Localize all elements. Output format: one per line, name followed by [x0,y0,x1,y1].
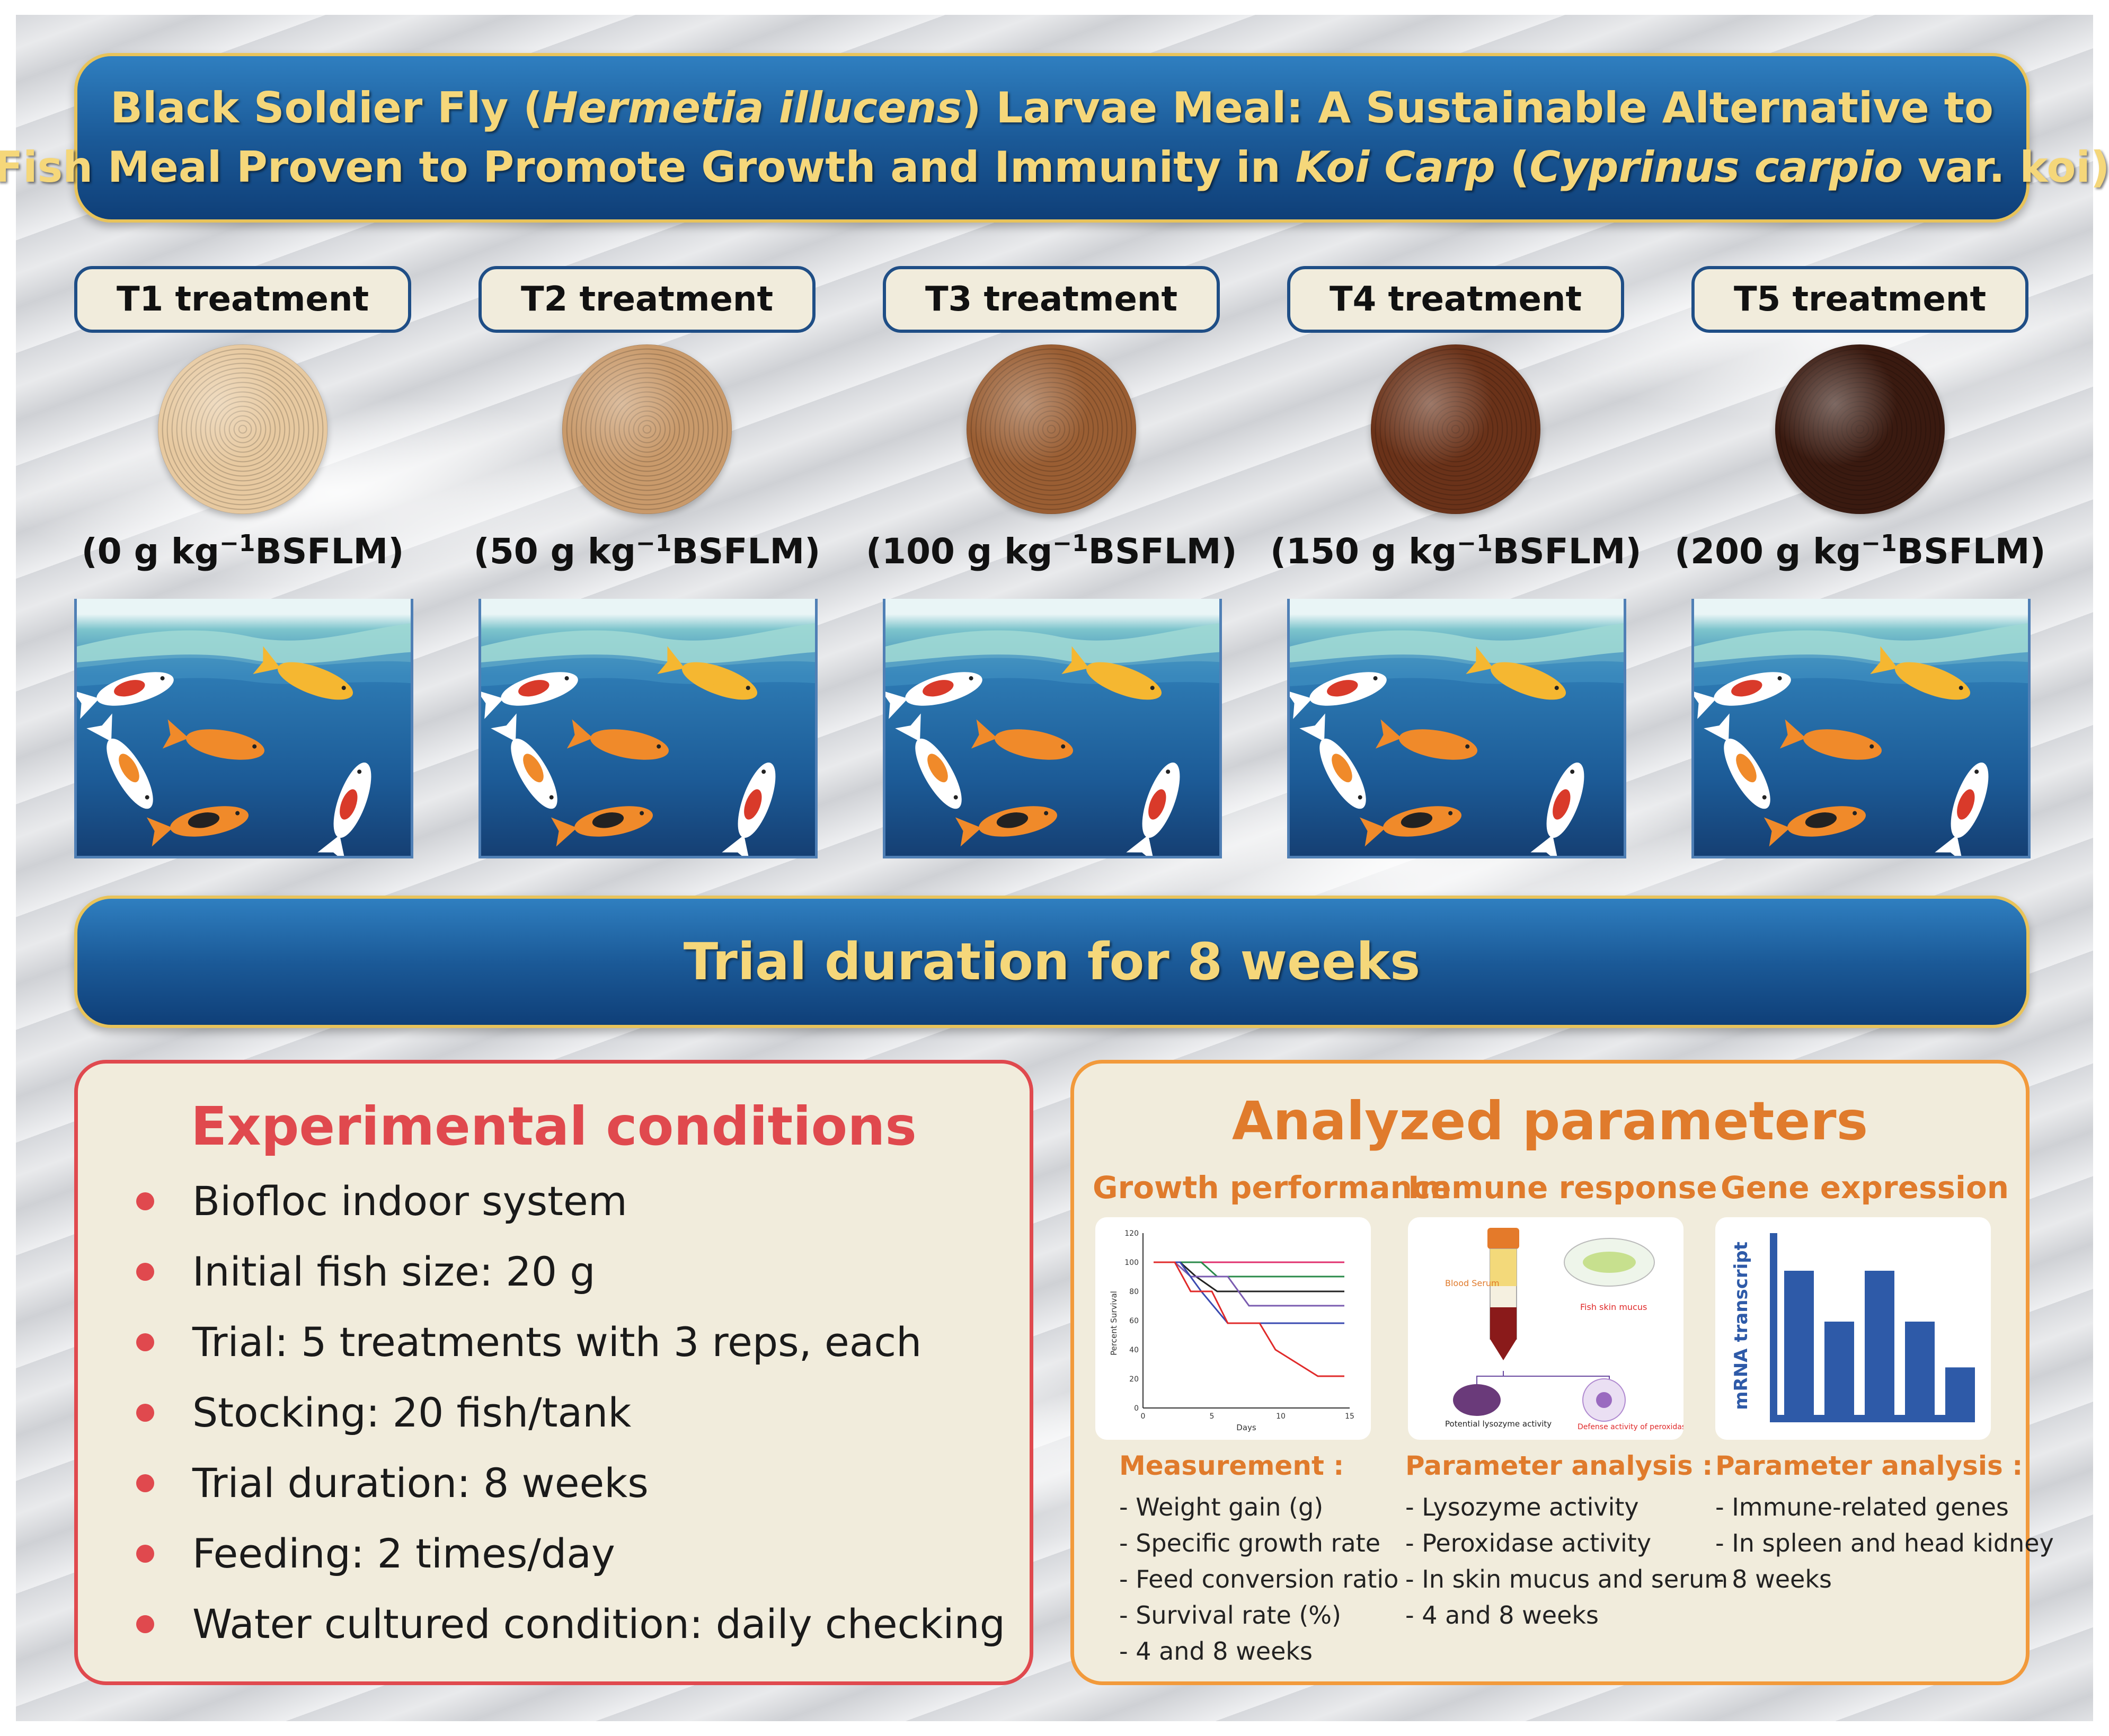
bullet-dot-icon [136,1403,154,1422]
bullet-dot-icon [136,1192,154,1210]
dose-label: (150 g kg−1BSFLM) [1270,530,1642,572]
gene-bar [1865,1271,1894,1415]
title-line-2: Fish Meal Proven to Promote Growth and I… [0,143,2109,192]
growth-subheading: Measurement : [1119,1450,1344,1481]
title-line-1: Black Soldier Fly (Hermetia illucens) La… [110,83,1993,132]
feed-pellets-image [562,344,732,514]
bullet-dot-icon [136,1544,154,1563]
immune-parameter-item: - Lysozyme activity [1405,1493,1639,1521]
condition-text: Water cultured condition: daily checking [192,1600,1005,1648]
analyzed-title: Analyzed parameters [1231,1090,1868,1152]
dose-label: (100 g kg−1BSFLM) [866,530,1237,572]
survival-chart: 120 100 80 60 40 20 0 0 5 10 15 Days Per… [1095,1217,1371,1440]
immune-parameter-item: - In skin mucus and serum [1405,1565,1729,1593]
feed-pellets-image [158,344,327,514]
growth-parameter-item: - Feed conversion ratio [1119,1565,1399,1593]
analyzed-parameters-panel: Analyzed parameters Growth performance I… [1070,1060,2054,1685]
growth-parameter-item: - Weight gain (g) [1119,1493,1324,1521]
growth-parameter-item: - Survival rate (%) [1119,1601,1341,1629]
bullet-dot-icon [136,1262,154,1281]
gene-bar [1905,1322,1935,1415]
experimental-conditions-panel: Experimental conditions Biofloc indoor s… [74,1060,1033,1685]
gene-expression-figure: mRNA transcript [1715,1217,1991,1440]
condition-item: Initial fish size: 20 g [136,1248,595,1295]
condition-item: Water cultured condition: daily checking [136,1600,1005,1648]
lysozyme-label: Potential lysozyme activity [1445,1419,1552,1429]
dose-label: (0 g kg−1BSFLM) [81,530,404,572]
immune-parameter-item: - Peroxidase activity [1405,1529,1652,1557]
duration-banner: Trial duration for 8 weeks [74,896,2030,1028]
treatment-label-t4: T4 treatment [1287,266,1624,333]
feed-pellets-image [967,344,1136,514]
immune-figure: Blood Serum Fish skin mucus Potential ly… [1408,1217,1683,1440]
treatment-label-t2: T2 treatment [478,266,816,333]
condition-text: Initial fish size: 20 g [192,1248,596,1295]
skin-mucus-label: Fish skin mucus [1580,1302,1647,1312]
ytick: 120 [1124,1229,1139,1238]
koi-tank-illustration [478,599,818,858]
conditions-title: Experimental conditions [191,1095,917,1157]
ytick: 60 [1129,1317,1139,1325]
dose-label: (200 g kg−1BSFLM) [1674,530,2046,572]
xtick: 5 [1210,1412,1215,1421]
condition-text: Biofloc indoor system [192,1177,627,1225]
gene-bar [1824,1322,1854,1415]
x-axis-label: Days [1236,1423,1256,1432]
bullet-dot-icon [136,1615,154,1633]
condition-item: Feeding: 2 times/day [136,1530,615,1577]
bullet-dot-icon [136,1333,154,1351]
xtick: 0 [1141,1412,1146,1421]
koi-tank-illustration [1691,599,2031,858]
gene-parameter-item: - Immune-related genes [1715,1493,2009,1521]
growth-parameter-item: - Specific growth rate [1119,1529,1380,1557]
gene-bar [1784,1271,1814,1415]
xtick: 10 [1276,1412,1286,1421]
y-axis-label: Percent Survival [1109,1291,1119,1356]
immune-parameter-item: - 4 and 8 weeks [1405,1601,1599,1629]
koi-tank-illustration [883,599,1222,858]
gene-subheading: Parameter analysis : [1715,1450,2023,1481]
immune-heading: Immune response [1408,1170,1717,1206]
immune-subheading: Parameter analysis : [1405,1450,1713,1481]
gene-bar [1945,1367,1975,1415]
condition-item: Trial: 5 treatments with 3 reps, each [136,1318,921,1366]
peroxidase-label: Defense activity of peroxidase [1578,1423,1683,1431]
ytick: 0 [1134,1404,1139,1413]
growth-heading: Growth performance [1093,1170,1451,1206]
dose-label: (50 g kg−1BSFLM) [473,530,821,572]
ytick: 40 [1129,1346,1139,1354]
mrna-axis-label: mRNA transcript [1731,1242,1752,1410]
feed-pellets-image [1371,344,1540,514]
blood-serum-label: Blood Serum [1445,1278,1500,1288]
growth-parameter-item: - 4 and 8 weeks [1119,1637,1313,1666]
feed-pellets-image [1775,344,1945,514]
xtick: 15 [1345,1412,1354,1421]
gene-parameter-item: - In spleen and head kidney [1715,1529,2054,1557]
gene-heading: Gene expression [1721,1170,2009,1206]
treatment-label-t1: T1 treatment [74,266,411,333]
gene-parameter-item: - 8 weeks [1715,1565,1832,1593]
title-banner: Black Soldier Fly (Hermetia illucens) La… [0,53,2109,223]
koi-tank-illustration [1287,599,1626,858]
condition-text: Trial: 5 treatments with 3 reps, each [192,1318,922,1366]
condition-item: Biofloc indoor system [136,1177,627,1225]
condition-item: Stocking: 20 fish/tank [136,1389,631,1436]
condition-text: Stocking: 20 fish/tank [192,1389,632,1436]
ytick: 80 [1129,1288,1139,1296]
condition-text: Feeding: 2 times/day [192,1530,615,1577]
koi-tank-illustration [74,599,413,858]
ytick: 100 [1124,1259,1139,1267]
treatment-label-t5: T5 treatment [1691,266,2028,333]
condition-text: Trial duration: 8 weeks [192,1459,649,1507]
treatment-label-t3: T3 treatment [883,266,1220,333]
bullet-dot-icon [136,1474,154,1492]
ytick: 20 [1129,1375,1139,1384]
condition-item: Trial duration: 8 weeks [136,1459,649,1507]
